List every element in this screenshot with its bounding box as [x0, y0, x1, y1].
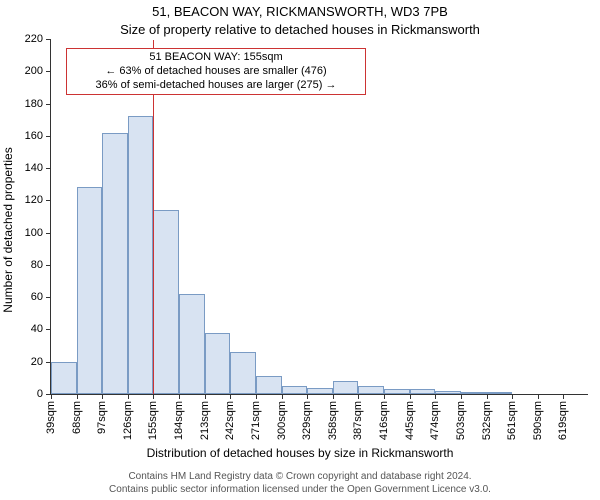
- y-tick: 180: [25, 98, 51, 110]
- x-tick-mark: [153, 394, 154, 399]
- footer-line1: Contains HM Land Registry data © Crown c…: [0, 471, 600, 484]
- chart-footer: Contains HM Land Registry data © Crown c…: [0, 471, 600, 496]
- x-tick: 155sqm: [147, 401, 159, 440]
- annotation-line3: 36% of semi-detached houses are larger (…: [73, 79, 359, 93]
- x-tick-mark: [358, 394, 359, 399]
- y-axis-label: Number of detached properties: [1, 147, 15, 312]
- x-tick: 242sqm: [224, 401, 236, 440]
- histogram-bar: [51, 362, 77, 394]
- x-tick: 532sqm: [481, 401, 493, 440]
- x-tick: 97sqm: [96, 401, 108, 434]
- histogram-bar: [384, 389, 410, 394]
- x-tick-mark: [563, 394, 564, 399]
- histogram-bar: [230, 352, 256, 394]
- y-tick: 0: [37, 388, 51, 400]
- x-tick-mark: [256, 394, 257, 399]
- footer-line2: Contains public sector information licen…: [0, 484, 600, 497]
- x-tick-mark: [538, 394, 539, 399]
- x-tick: 358sqm: [327, 401, 339, 440]
- x-tick: 213sqm: [199, 401, 211, 440]
- x-tick-mark: [51, 394, 52, 399]
- annotation-line1: 51 BEACON WAY: 155sqm: [73, 51, 359, 65]
- x-tick: 300sqm: [276, 401, 288, 440]
- histogram-bar: [153, 210, 179, 394]
- chart-title-line1: 51, BEACON WAY, RICKMANSWORTH, WD3 7PB: [0, 4, 600, 19]
- histogram-bar: [179, 294, 205, 394]
- y-tick: 100: [25, 227, 51, 239]
- x-tick-mark: [512, 394, 513, 399]
- y-tick: 140: [25, 162, 51, 174]
- x-tick-mark: [461, 394, 462, 399]
- x-tick-mark: [282, 394, 283, 399]
- annotation-line2: ← 63% of detached houses are smaller (47…: [73, 65, 359, 79]
- histogram-bar: [256, 376, 282, 394]
- x-tick-mark: [179, 394, 180, 399]
- x-tick: 68sqm: [71, 401, 83, 434]
- x-tick: 184sqm: [173, 401, 185, 440]
- x-axis-label: Distribution of detached houses by size …: [0, 446, 600, 460]
- y-tick: 160: [25, 130, 51, 142]
- x-tick: 590sqm: [532, 401, 544, 440]
- x-tick-mark: [102, 394, 103, 399]
- chart-title-line2: Size of property relative to detached ho…: [0, 22, 600, 37]
- histogram-bar: [358, 386, 384, 394]
- y-tick: 200: [25, 65, 51, 77]
- histogram-bar: [333, 381, 359, 394]
- x-tick: 619sqm: [557, 401, 569, 440]
- x-tick: 387sqm: [352, 401, 364, 440]
- x-tick: 474sqm: [429, 401, 441, 440]
- y-tick: 20: [31, 356, 51, 368]
- x-tick-mark: [487, 394, 488, 399]
- x-tick-mark: [205, 394, 206, 399]
- annotation-box: 51 BEACON WAY: 155sqm ← 63% of detached …: [66, 48, 366, 95]
- x-tick: 329sqm: [301, 401, 313, 440]
- histogram-bar: [128, 116, 154, 394]
- x-tick: 503sqm: [455, 401, 467, 440]
- x-tick-mark: [307, 394, 308, 399]
- x-tick: 126sqm: [122, 401, 134, 440]
- x-tick-mark: [128, 394, 129, 399]
- histogram-bar: [282, 386, 308, 394]
- y-tick: 80: [31, 259, 51, 271]
- histogram-bar: [102, 133, 128, 394]
- x-tick: 271sqm: [250, 401, 262, 440]
- x-tick: 445sqm: [404, 401, 416, 440]
- histogram-bar: [461, 392, 487, 394]
- y-tick: 120: [25, 194, 51, 206]
- x-tick: 416sqm: [378, 401, 390, 440]
- x-tick-mark: [435, 394, 436, 399]
- x-tick-mark: [230, 394, 231, 399]
- y-tick: 60: [31, 291, 51, 303]
- histogram-bar: [205, 333, 231, 394]
- x-tick-mark: [384, 394, 385, 399]
- chart-container: 51, BEACON WAY, RICKMANSWORTH, WD3 7PB S…: [0, 0, 600, 500]
- histogram-bar: [487, 392, 513, 394]
- histogram-bar: [410, 389, 436, 394]
- x-tick-mark: [333, 394, 334, 399]
- x-tick: 561sqm: [506, 401, 518, 440]
- y-tick: 220: [25, 33, 51, 45]
- histogram-bar: [77, 187, 103, 394]
- x-tick-mark: [77, 394, 78, 399]
- x-tick-mark: [410, 394, 411, 399]
- histogram-bar: [307, 388, 333, 394]
- histogram-bar: [435, 391, 461, 394]
- y-tick: 40: [31, 323, 51, 335]
- x-tick: 39sqm: [45, 401, 57, 434]
